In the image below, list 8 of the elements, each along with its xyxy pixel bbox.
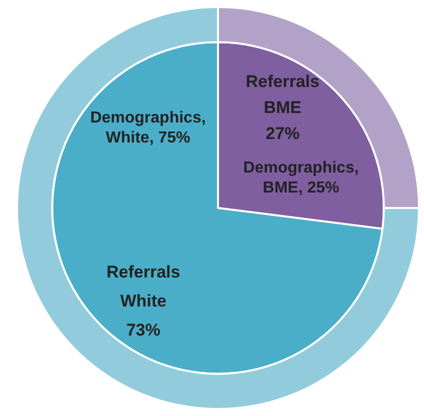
data-label: 27% <box>266 124 300 143</box>
data-label: Demographics, BME, 25% <box>243 159 359 196</box>
slice-label: BME <box>264 98 302 117</box>
slice-label: Referrals <box>246 72 320 91</box>
data-label: 73% <box>126 320 160 340</box>
text: Referrals <box>106 262 180 282</box>
slice-label: White <box>120 291 167 310</box>
data-label: Demographics, White, 75% <box>90 109 206 146</box>
